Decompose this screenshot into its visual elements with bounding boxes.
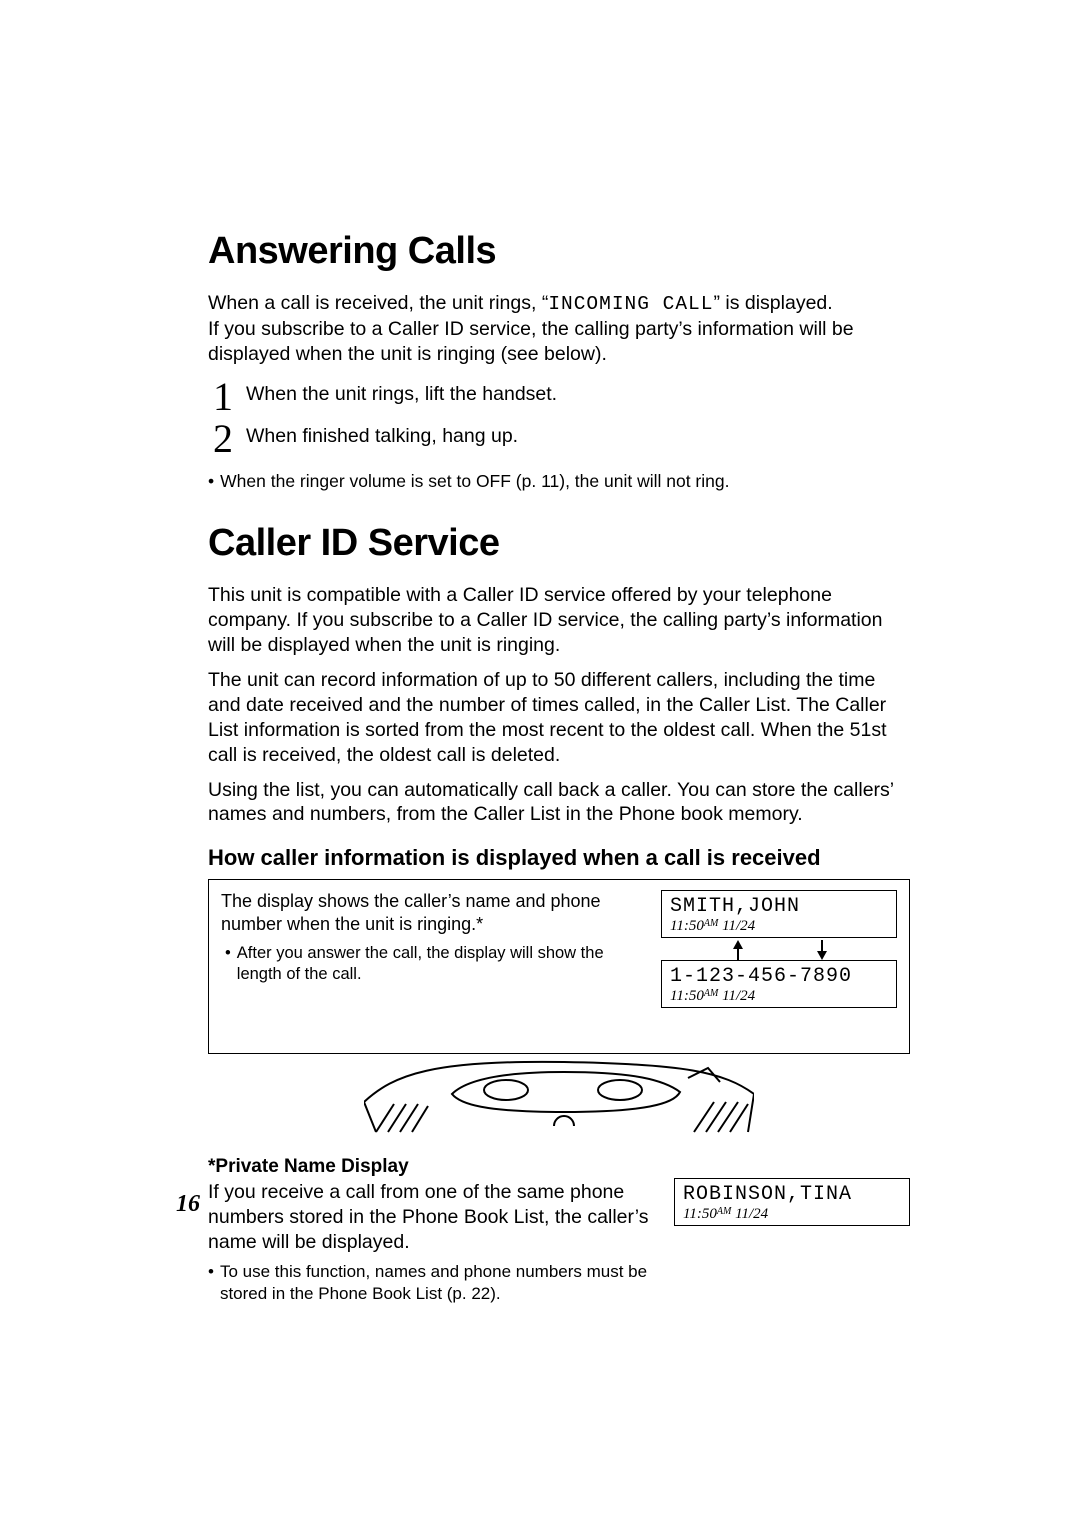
- lcd-date: 11/24: [722, 918, 755, 934]
- heading-caller-id: Caller ID Service: [208, 522, 910, 565]
- arrow-down-icon: [817, 951, 827, 960]
- lcd-time: 11:50: [683, 1206, 717, 1222]
- lcd-ampm: AM: [704, 918, 718, 929]
- private-description: If you receive a call from one of the sa…: [208, 1180, 652, 1255]
- private-text-block: *Private Name Display If you receive a c…: [208, 1156, 652, 1303]
- lcd-ampm: AM: [717, 1206, 731, 1217]
- phone-device-illustration: [364, 1054, 754, 1134]
- diagram-bullet: • After you answer the call, the display…: [221, 943, 643, 984]
- diagram-bullet-text: After you answer the call, the display w…: [237, 943, 643, 984]
- subheading-display-info: How caller information is displayed when…: [208, 845, 910, 871]
- intro-paragraph: When a call is received, the unit rings,…: [208, 291, 910, 367]
- private-note: • To use this function, names and phone …: [208, 1261, 652, 1304]
- lcd-ampm: AM: [704, 988, 718, 999]
- intro-post: ” is displayed.: [713, 292, 832, 314]
- caller-display-diagram: The display shows the caller’s name and …: [208, 879, 910, 1054]
- diagram-main-text: The display shows the caller’s name and …: [221, 891, 601, 934]
- step-text: When the unit rings, lift the handset.: [246, 377, 557, 406]
- lcd-caller-name: SMITH,JOHN: [670, 895, 888, 918]
- lcd-time: 11:50: [670, 988, 704, 1004]
- heading-answering-calls: Answering Calls: [208, 230, 910, 273]
- manual-page: Answering Calls When a call is received,…: [0, 0, 1080, 1304]
- lcd-date: 11/24: [722, 988, 755, 1004]
- arrow-stem: [737, 948, 739, 960]
- toggle-arrows: [661, 940, 897, 960]
- diagram-description: The display shows the caller’s name and …: [221, 890, 643, 1053]
- step-text: When finished talking, hang up.: [246, 419, 518, 448]
- caller-id-p2: The unit can record information of up to…: [208, 668, 910, 768]
- private-title: *Private Name Display: [208, 1156, 652, 1178]
- lcd-display-number: 1-123-456-7890 11:50AM 11/24: [661, 960, 897, 1008]
- ringer-note-text: When the ringer volume is set to OFF (p.…: [220, 471, 729, 492]
- caller-id-p3: Using the list, you can automatically ca…: [208, 778, 910, 828]
- lcd-date: 11/24: [735, 1206, 768, 1222]
- lcd-timestamp: 11:50AM 11/24: [683, 1206, 901, 1223]
- step-number: 1: [208, 377, 238, 417]
- step-number: 2: [208, 419, 238, 459]
- incoming-call-code: INCOMING CALL: [548, 293, 713, 315]
- lcd-display-name: SMITH,JOHN 11:50AM 11/24: [661, 890, 897, 938]
- step-1: 1 When the unit rings, lift the handset.: [208, 377, 910, 417]
- bullet-dot: •: [225, 943, 231, 984]
- lcd-caller-name: ROBINSON,TINA: [683, 1183, 901, 1206]
- private-note-text: To use this function, names and phone nu…: [220, 1261, 652, 1304]
- steps-list: 1 When the unit rings, lift the handset.…: [208, 377, 910, 459]
- private-name-section: *Private Name Display If you receive a c…: [208, 1156, 910, 1303]
- lcd-display-private: ROBINSON,TINA 11:50AM 11/24: [674, 1178, 910, 1226]
- lcd-timestamp: 11:50AM 11/24: [670, 988, 888, 1005]
- intro-pre: When a call is received, the unit rings,…: [208, 292, 548, 314]
- bullet-dot: •: [208, 471, 214, 492]
- lcd-column: SMITH,JOHN 11:50AM 11/24 1-123-456-7890 …: [661, 890, 897, 1053]
- ringer-note: • When the ringer volume is set to OFF (…: [208, 471, 910, 492]
- intro-line2: If you subscribe to a Caller ID service,…: [208, 318, 854, 365]
- lcd-caller-number: 1-123-456-7890: [670, 965, 888, 988]
- lcd-time: 11:50: [670, 918, 704, 934]
- step-2: 2 When finished talking, hang up.: [208, 419, 910, 459]
- caller-id-p1: This unit is compatible with a Caller ID…: [208, 583, 910, 658]
- bullet-dot: •: [208, 1261, 214, 1304]
- lcd-timestamp: 11:50AM 11/24: [670, 918, 888, 935]
- page-number: 16: [176, 1191, 200, 1218]
